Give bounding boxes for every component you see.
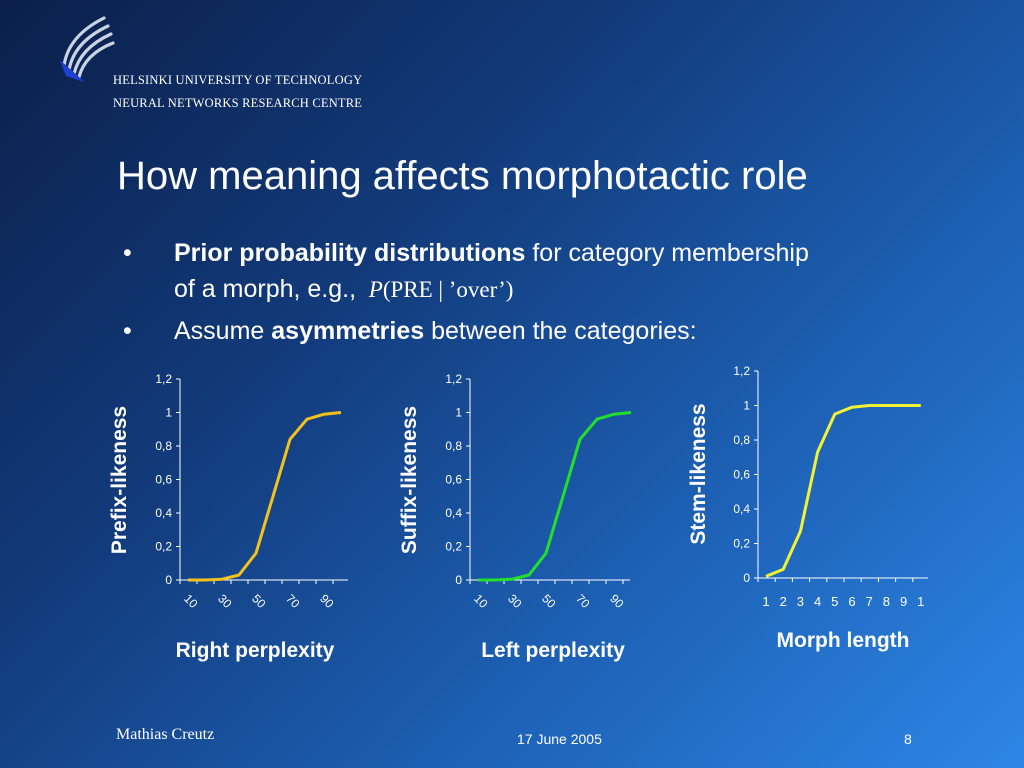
- x-tick-label: 70: [573, 591, 593, 611]
- x-tick-label: 8: [883, 594, 890, 609]
- y-tick-label: 1: [455, 406, 462, 420]
- x-tick-label: 5: [831, 594, 838, 609]
- y-axis-label: Suffix-likeness: [398, 406, 421, 554]
- x-axis-label: Left perplexity: [481, 639, 625, 662]
- y-axis-label: Stem-likeness: [687, 403, 710, 544]
- y-tick-label: 0,4: [445, 506, 462, 520]
- x-axis-label: Morph length: [777, 629, 910, 652]
- bullet-bold-text: asymmetries: [271, 317, 425, 345]
- chart-2: 1,2 1 0,8 0,6 0,4 0,2 0 10 30 50 70 90 Suffix-likene…: [398, 372, 632, 662]
- y-tick-label: 1: [743, 399, 750, 413]
- bullet-text: Prior probability distributions for cate…: [174, 235, 809, 308]
- x-tick-label: 2: [780, 594, 787, 609]
- probability-variable: P: [368, 277, 383, 302]
- y-axis-label: Prefix-likeness: [108, 406, 131, 554]
- series-line: [478, 411, 632, 582]
- x-tick-label: 70: [283, 591, 303, 611]
- x-tick-label: 4: [814, 594, 821, 609]
- y-tick-label: 0,4: [733, 502, 750, 516]
- bullet-bold-text: Prior probability distributions: [174, 239, 526, 267]
- y-tick-label: 0: [743, 571, 750, 585]
- bullet-text-rest: for category membership: [525, 239, 809, 267]
- y-tick-label: 0,6: [155, 473, 172, 487]
- y-tick-label: 0,4: [155, 506, 172, 520]
- y-tick-label: 1,2: [155, 372, 172, 386]
- slide-title: How meaning affects morphotactic role: [117, 154, 808, 198]
- bullet-text: Assume asymmetries between the categorie…: [174, 313, 697, 349]
- x-tick-label: 90: [317, 591, 337, 611]
- x-tick-label: 50: [249, 591, 269, 611]
- x-tick-label: 7: [866, 594, 873, 609]
- x-tick-label: 30: [215, 591, 235, 611]
- chart-1: 1,2 1 0,8 0,6 0,4 0,2 0 10 30 50 70 90 Prefix-likene…: [108, 372, 348, 662]
- y-tick-label: 0,8: [155, 439, 172, 453]
- y-tick-label: 0,6: [733, 468, 750, 482]
- series-line: [188, 411, 342, 582]
- chart-3: 1,210,80,60,40,201 2 3 4 5 6 7 8 9 1Stem-likeness…: [687, 364, 928, 652]
- bullet-text-line2: of a morph, e.g.,: [174, 275, 357, 303]
- x-tick-label: 6: [848, 594, 855, 609]
- y-tick-label: 0: [165, 573, 172, 587]
- x-tick-label: 1: [917, 594, 924, 609]
- bullet-text-rest: between the categories:: [424, 317, 697, 345]
- footer-author: Mathias Creutz: [116, 726, 215, 743]
- x-tick-label: 50: [539, 591, 559, 611]
- y-tick-label: 0,2: [733, 537, 750, 551]
- y-tick-label: 0,8: [733, 433, 750, 447]
- x-tick-label: 10: [471, 591, 491, 611]
- y-tick-label: 1,2: [445, 372, 462, 386]
- y-tick-label: 1: [165, 406, 172, 420]
- y-tick-label: 0,2: [155, 540, 172, 554]
- x-tick-label: 30: [505, 591, 525, 611]
- x-tick-label: 10: [181, 591, 201, 611]
- institution-line-1: HELSINKI UNIVERSITY OF TECHNOLOGY: [113, 73, 363, 87]
- x-axis-label: Right perplexity: [176, 639, 335, 662]
- bullet-marker: •: [123, 239, 132, 267]
- probability-expression: P(PRE | ’over’): [363, 277, 514, 302]
- bullet-marker: •: [123, 317, 132, 345]
- y-tick-label: 1,2: [733, 364, 750, 378]
- university-logo-icon: [60, 16, 115, 82]
- series-line: [765, 404, 921, 578]
- x-tick-label: 1: [762, 594, 769, 609]
- probability-argument: (PRE | ’over’): [382, 277, 514, 302]
- footer-date: 17 June 2005: [517, 731, 602, 747]
- y-tick-label: 0,2: [445, 540, 462, 554]
- footer-page-number: 8: [904, 731, 912, 747]
- institution-line-2: NEURAL NETWORKS RESEARCH CENTRE: [113, 96, 363, 110]
- y-tick-label: 0,8: [445, 439, 462, 453]
- y-tick-label: 0,6: [445, 473, 462, 487]
- x-tick-label: 3: [797, 594, 804, 609]
- x-tick-label: 90: [607, 591, 627, 611]
- x-tick-label: 9: [900, 594, 907, 609]
- y-tick-label: 0: [455, 573, 462, 587]
- bullet-text-pre: Assume: [174, 317, 272, 345]
